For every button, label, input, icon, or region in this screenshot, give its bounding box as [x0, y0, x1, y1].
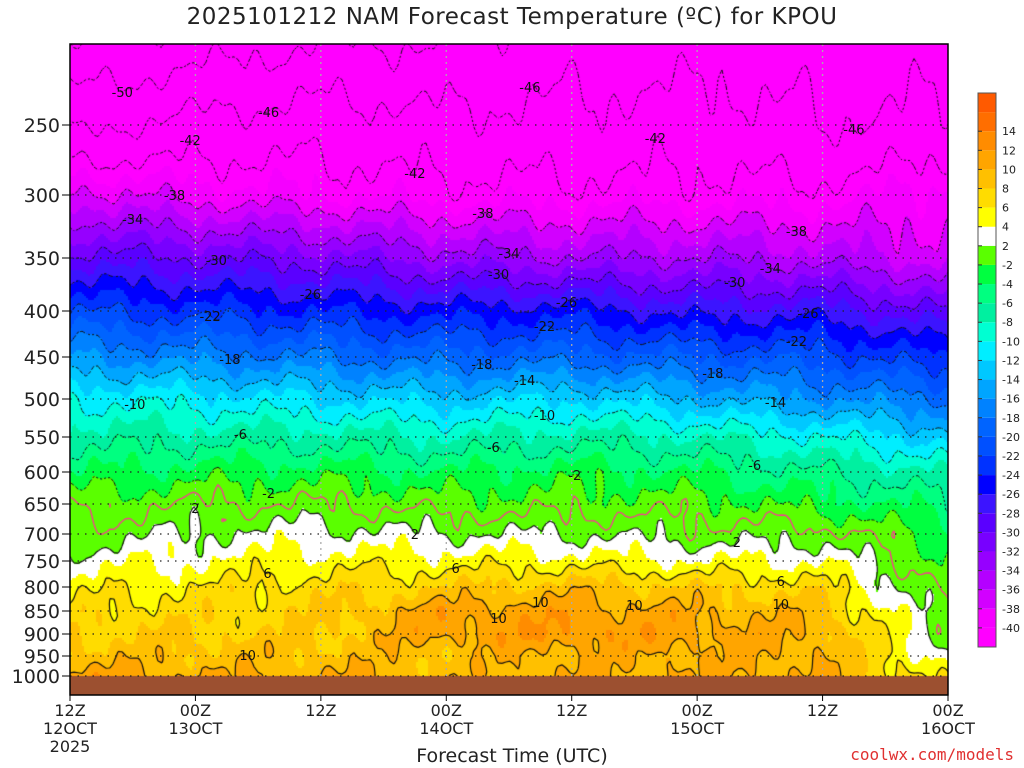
x-axis-label: Forecast Time (UTC) — [416, 745, 608, 767]
chart-title: 2025101212 NAM Forecast Temperature (ºC)… — [186, 4, 838, 30]
watermark: coolwx.com/models — [850, 745, 1014, 764]
